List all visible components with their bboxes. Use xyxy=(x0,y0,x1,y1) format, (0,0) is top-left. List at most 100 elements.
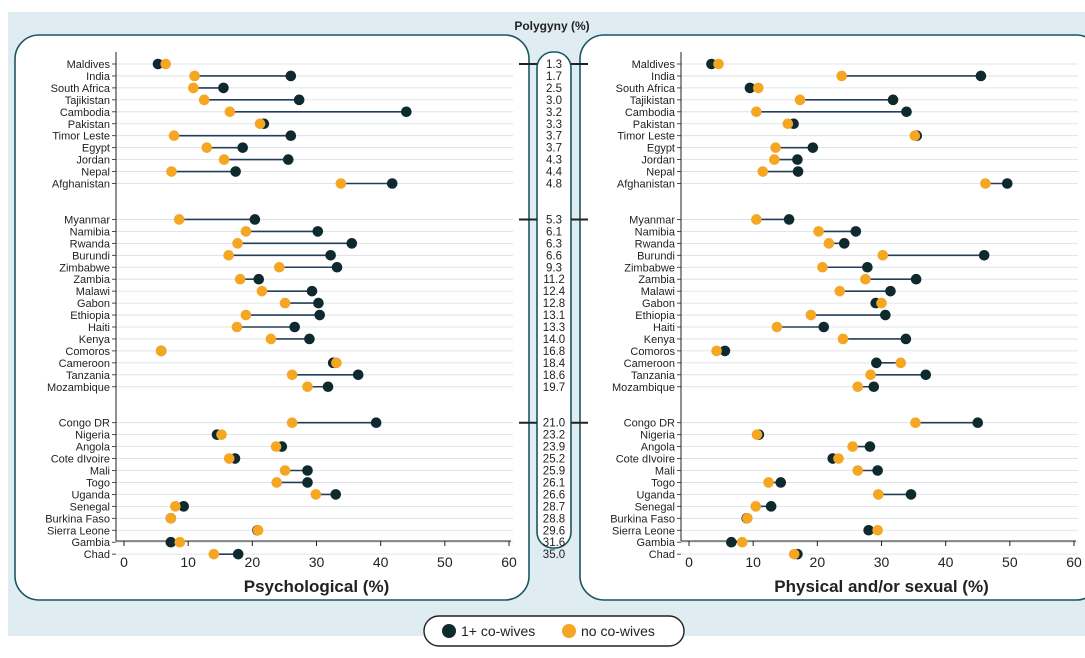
polygyny-value: 28.8 xyxy=(543,513,565,525)
y-tick-label-country: India xyxy=(651,71,676,83)
point-co-wives xyxy=(325,250,336,261)
y-tick-label-country: Zimbabwe xyxy=(624,262,675,274)
y-tick-label-country: Cote dIvoire xyxy=(51,454,110,466)
point-co-wives xyxy=(726,536,737,548)
point-no-co-wives xyxy=(232,238,243,249)
polygyny-value: 11.2 xyxy=(543,274,565,286)
point-no-co-wives xyxy=(254,118,266,130)
point-no-co-wives xyxy=(763,477,774,488)
y-tick-label-country: Mozambique xyxy=(47,382,110,394)
point-co-wives xyxy=(253,273,265,285)
point-co-wives xyxy=(282,154,294,165)
y-tick-label-country: Burundi xyxy=(72,250,110,262)
x-tick-label: 0 xyxy=(120,554,128,570)
point-no-co-wives xyxy=(817,261,828,273)
y-tick-label-country: Jordan xyxy=(76,155,110,167)
polygyny-value: 23.2 xyxy=(543,430,565,442)
y-tick-label-country: Mozambique xyxy=(612,382,675,394)
polygyny-value: 16.8 xyxy=(543,346,565,358)
point-no-co-wives xyxy=(173,214,185,225)
point-co-wives xyxy=(862,261,873,273)
point-co-wives xyxy=(920,369,932,381)
point-co-wives xyxy=(346,238,358,249)
point-no-co-wives xyxy=(751,106,762,118)
y-tick-label-country: Zambia xyxy=(73,274,111,286)
y-tick-label-country: India xyxy=(86,71,111,83)
point-no-co-wives xyxy=(834,285,846,297)
legend-label-co-wives: 1+ co-wives xyxy=(461,623,535,639)
point-no-co-wives xyxy=(273,261,285,273)
x-tick-label: 50 xyxy=(437,554,453,570)
x-tick-label: 10 xyxy=(745,554,761,570)
point-no-co-wives xyxy=(742,513,753,524)
point-no-co-wives xyxy=(310,489,322,500)
polygyny-value: 35.0 xyxy=(543,549,565,561)
point-no-co-wives xyxy=(201,142,213,153)
y-tick-label-country: Kenya xyxy=(79,334,111,346)
point-co-wives xyxy=(152,58,164,70)
point-co-wives xyxy=(975,70,987,82)
polygyny-value: 21.0 xyxy=(543,418,565,430)
point-co-wives xyxy=(314,309,326,321)
y-tick-label-country: Ethiopia xyxy=(70,310,111,322)
y-tick-label-country: Rwanda xyxy=(70,238,111,250)
polygyny-value: 12.8 xyxy=(543,298,565,310)
y-tick-label-country: Congo DR xyxy=(59,418,110,430)
point-co-wives xyxy=(978,250,990,261)
point-no-co-wives xyxy=(234,273,246,285)
y-tick-label-country: Haiti xyxy=(653,322,675,334)
y-tick-label-country: Cambodia xyxy=(60,107,111,119)
y-tick-label-country: Zambia xyxy=(638,274,676,286)
y-tick-label-country: Tajikistan xyxy=(630,95,675,107)
point-co-wives xyxy=(237,142,249,153)
point-no-co-wives xyxy=(302,381,313,393)
point-co-wives xyxy=(864,441,876,452)
point-co-wives xyxy=(330,489,342,500)
x-axis-label: Psychological (%) xyxy=(244,577,389,596)
point-no-co-wives xyxy=(188,82,199,94)
x-tick-label: 60 xyxy=(501,554,517,570)
y-tick-label-country: Nepal xyxy=(81,167,110,179)
y-tick-label-country: Afghanistan xyxy=(52,179,110,191)
point-no-co-wives xyxy=(757,166,769,177)
point-no-co-wives xyxy=(770,142,781,153)
polygyny-value: 18.6 xyxy=(543,370,565,382)
point-no-co-wives xyxy=(823,238,835,249)
point-co-wives xyxy=(871,357,882,369)
legend-label-no-co-wives: no co-wives xyxy=(581,623,655,639)
point-no-co-wives xyxy=(837,333,849,345)
y-tick-label-country: Haiti xyxy=(88,322,110,334)
y-tick-label-country: Angola xyxy=(641,442,676,454)
point-co-wives xyxy=(744,82,756,94)
point-co-wives xyxy=(972,417,984,429)
point-no-co-wives xyxy=(166,166,177,177)
point-no-co-wives xyxy=(252,524,264,536)
y-tick-label-country: Pakistan xyxy=(633,119,675,131)
point-co-wives xyxy=(807,142,819,153)
polygyny-value: 13.1 xyxy=(543,310,565,322)
x-tick-label: 30 xyxy=(309,554,325,570)
y-tick-label-country: Chad xyxy=(84,549,110,561)
point-no-co-wives xyxy=(782,118,794,130)
x-tick-label: 40 xyxy=(373,554,389,570)
point-no-co-wives xyxy=(751,214,762,225)
y-tick-label-country: Cameroon xyxy=(59,358,110,370)
polygyny-value: 29.6 xyxy=(543,525,565,537)
y-tick-label-country: Ethiopia xyxy=(635,310,676,322)
point-co-wives xyxy=(783,214,795,225)
x-tick-label: 10 xyxy=(180,554,196,570)
point-co-wives xyxy=(863,524,874,536)
y-tick-label-country: Pakistan xyxy=(68,119,110,131)
y-tick-label-country: Burundi xyxy=(637,250,675,262)
point-no-co-wives xyxy=(876,297,887,309)
point-no-co-wives xyxy=(788,548,800,560)
point-no-co-wives xyxy=(753,82,764,94)
y-tick-label-country: Mali xyxy=(90,466,110,478)
point-no-co-wives xyxy=(771,321,783,333)
point-no-co-wives xyxy=(895,357,907,369)
figure-title: Polygyny (%) xyxy=(514,19,589,33)
polygyny-value: 25.2 xyxy=(543,454,565,466)
point-co-wives xyxy=(249,214,261,225)
point-no-co-wives xyxy=(216,429,227,440)
point-co-wives xyxy=(880,309,891,321)
